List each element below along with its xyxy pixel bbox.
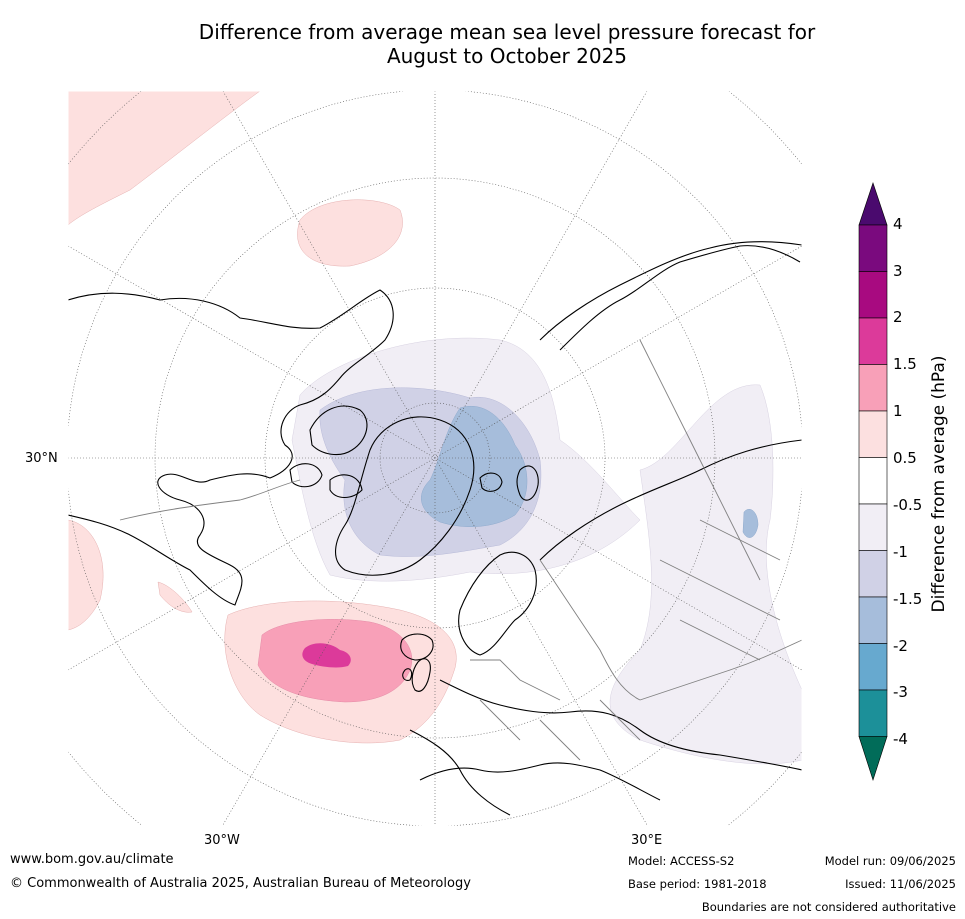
colorbar-tick-4: 4 [893, 215, 903, 233]
colorbar-tick-1_5: 1.5 [893, 355, 917, 373]
footer-disclaimer: Boundaries are not considered authoritat… [701, 900, 956, 914]
coast-mediterranean [419, 762, 661, 801]
border-usa-canada [119, 479, 301, 521]
colorbar-band-3-4 [858, 224, 888, 272]
anomaly-lavender-asia [609, 384, 802, 765]
coast-north-america [68, 289, 394, 606]
coast-greenland [335, 416, 475, 576]
coast-scandinavia [458, 551, 537, 656]
colorbar-extend-top [858, 182, 888, 226]
colorbar-tick-m2: -2 [893, 637, 908, 655]
colorbar-tick-1: 1 [893, 402, 903, 420]
colorbar-tick-m1_5: -1.5 [893, 590, 923, 608]
lon-label-30e: 30°E [631, 833, 663, 848]
anomaly-pink-west-edge [68, 519, 104, 631]
colorbar-band-m3-m4 [858, 689, 888, 737]
anomaly-blue-small-asia [742, 509, 759, 538]
country-borders [119, 339, 802, 761]
colorbar [858, 182, 888, 781]
colorbar-extend-bottom [858, 736, 888, 781]
anomaly-pink-atlantic-small [157, 581, 193, 613]
lon-label-30w: 30°W [204, 833, 240, 848]
coast-british-isles [402, 658, 431, 692]
coast-canadian-archipelago [289, 405, 368, 499]
footer-copyright: © Commonwealth of Australia 2025, Austra… [10, 876, 471, 891]
coast-novaya-zemlya [516, 465, 539, 501]
footer-issued: Issued: 11/06/2025 [845, 877, 956, 891]
title-line-2: August to October 2025 [386, 44, 628, 68]
border-europe-grid [470, 659, 641, 761]
colorbar-tick-0_5: 0.5 [893, 449, 917, 467]
colorbar-band-m0_5-m1 [858, 503, 888, 551]
border-russia-east [639, 339, 761, 581]
map-plot-area [68, 91, 802, 826]
title-line-1: Difference from average mean sea level p… [198, 20, 816, 44]
colorbar-tick-3: 3 [893, 262, 903, 280]
colorbar-tick-m4: -4 [893, 730, 908, 748]
coastlines [68, 241, 802, 816]
colorbar-band-m1-m1_5 [858, 550, 888, 598]
colorbar-band-m1_5-m2 [858, 596, 888, 644]
colorbar-band-0_5-1 [858, 410, 888, 458]
colorbar-band-m2-m3 [858, 643, 888, 691]
border-asia-grid [659, 519, 781, 661]
coast-svalbard [479, 472, 503, 492]
footer-model-run: Model run: 09/06/2025 [824, 854, 956, 868]
colorbar-band-1_5-2 [858, 317, 888, 365]
coast-iceland [400, 633, 434, 661]
coast-eurasia [409, 241, 802, 816]
colorbar-title: Difference from average (hPa) [929, 355, 949, 613]
anomaly-magenta-core [302, 643, 351, 668]
lat-label-30n: 30°N [25, 451, 58, 466]
footer-website: www.bom.gov.au/climate [10, 852, 174, 867]
footer-base-period: Base period: 1981-2018 [628, 877, 767, 891]
border-russia-south [639, 639, 802, 701]
coast-siberia-north [559, 245, 801, 351]
graticule [68, 91, 802, 826]
anomaly-pink-northwest [68, 91, 261, 226]
border-russia-west [539, 559, 641, 701]
colorbar-tick-m3: -3 [893, 683, 908, 701]
colorbar-tick-m0_5: -0.5 [893, 496, 923, 514]
map-title: Difference from average mean sea level p… [0, 20, 965, 68]
colorbar-band-neutral [858, 457, 888, 505]
colorbar-band-1-1_5 [858, 364, 888, 412]
colorbar-tick-2: 2 [893, 308, 903, 326]
map-frame [67, 90, 803, 827]
colorbar-band-2-3 [858, 271, 888, 319]
anomaly-pink-central-north [297, 199, 403, 267]
footer-model: Model: ACCESS-S2 [628, 854, 735, 868]
colorbar-tick-m1: -1 [893, 543, 908, 561]
